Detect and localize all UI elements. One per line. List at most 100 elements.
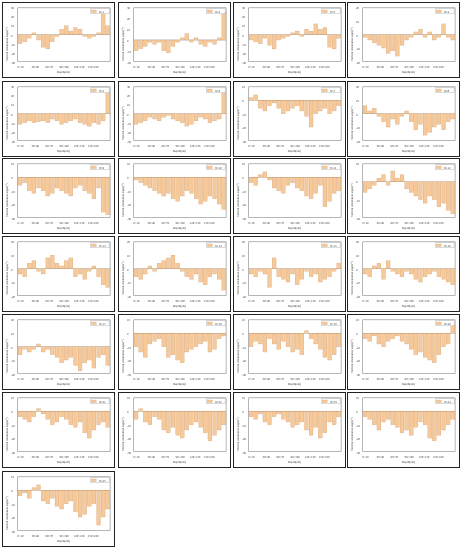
bar [138,113,143,123]
bar [253,333,258,342]
bar [87,113,92,127]
legend-swatch [91,9,97,13]
bar [290,333,295,353]
bar [198,411,203,428]
y-axis-label: Vertical orientation angle(°) [350,27,354,61]
y-tick-label: -10 [242,281,246,286]
bar [290,100,295,109]
bar [184,333,189,353]
plot-frame [17,397,111,452]
y-tick-label: -20 [356,140,360,144]
x-tick-label: 150~160 [203,220,215,225]
bar [96,113,101,125]
bar [184,113,189,127]
bar [45,346,50,350]
y-axis-label: Vertical orientation angle(°) [5,496,9,530]
bar [54,411,60,423]
y-tick-label: -30 [242,451,246,455]
bar [133,113,139,125]
bar [418,268,423,283]
bar [399,268,405,277]
bar [217,113,222,120]
bar [381,34,386,49]
x-tick-label: 120~130 [304,298,316,303]
bar [170,39,176,47]
x-tick-label: 30~40 [31,220,40,225]
x-axis-label: Depth(cm) [402,149,415,153]
bar [299,411,304,423]
x-tick-label: 0~10 [17,298,24,303]
bar [313,23,318,35]
bar [138,177,143,183]
y-tick-label: -30 [127,140,131,144]
y-axis-label: Vertical orientation angle(°) [236,183,240,217]
bar [248,177,254,183]
bar [404,411,409,431]
plot-frame [248,319,342,374]
bar [441,268,446,280]
bar [327,100,332,114]
bar [91,490,96,504]
bar [376,34,381,46]
x-tick-label: 0~10 [362,64,369,69]
bar [194,113,199,121]
bar [446,34,451,38]
y-tick-label: 10 [242,162,245,166]
bar [175,113,180,121]
x-axis-label: Depth(cm) [288,460,301,464]
bar [446,333,451,345]
x-tick-label: 90~100 [290,298,300,303]
bar [432,113,437,128]
bar [290,177,295,183]
x-tick-label: 30~40 [31,64,40,69]
bar [427,268,432,275]
bar [217,177,222,205]
x-tick-label: 30~40 [376,64,385,69]
x-tick-label: 60~70 [45,143,54,148]
legend-box [90,242,110,248]
x-tick-label: 90~100 [290,143,300,148]
bar [68,346,73,358]
bar [50,177,55,194]
bar [184,411,189,431]
bar [54,177,60,189]
x-tick-label: 60~70 [390,220,399,225]
plot-frame [248,397,342,452]
bar [31,411,36,417]
bar [362,105,368,114]
y-tick-label: -10 [242,112,246,117]
bar [372,108,377,114]
bar [27,177,32,191]
x-tick-label: 30~40 [31,376,40,381]
x-tick-label: 60~70 [276,143,285,148]
x-tick-label: 30~40 [262,376,271,381]
bar [184,177,189,191]
x-tick-label: 60~70 [161,220,170,225]
x-tick-label: 150~160 [203,454,215,459]
bar [36,484,41,491]
bar [281,34,286,39]
bar [295,411,300,425]
bar [304,29,309,35]
y-tick-label: 20 [242,15,245,20]
y-tick-label: 10 [242,318,245,322]
bar [31,260,36,269]
x-axis-label: Depth(cm) [402,304,415,308]
bar [157,177,162,194]
x-tick-label: 60~70 [45,533,54,538]
bar [82,268,87,280]
chart-panel: -20 -10 0 10 20 0~10 30~40 60~70 90~100 120~130 15… [118,236,231,312]
x-tick-label: 120~130 [189,143,201,148]
x-tick-label: 120~130 [73,64,85,69]
bar [31,113,36,123]
bar [248,34,254,41]
legend-box [435,398,455,404]
bar [322,411,327,433]
bar [180,333,185,363]
y-tick-label: -10 [356,198,360,203]
y-tick-label: 30 [11,6,14,10]
bar [409,34,414,38]
y-tick-label: -30 [356,451,360,455]
y-tick-label: 0 [356,180,358,185]
bar [399,34,405,46]
